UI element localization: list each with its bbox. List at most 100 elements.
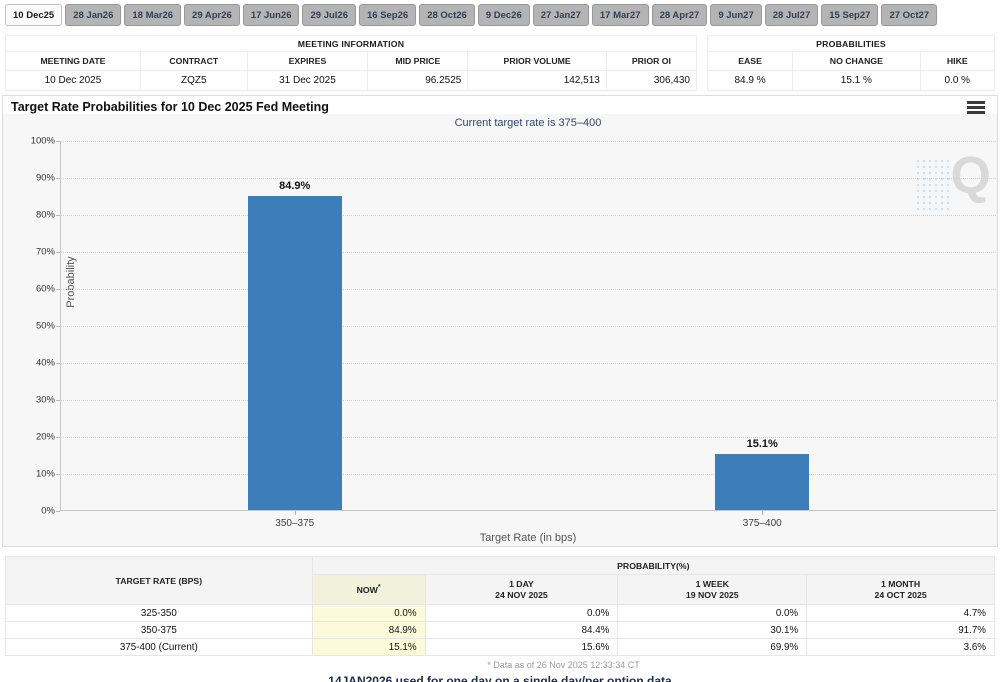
bar-chart-plot-area: Probability 0% 10% 20% 30% 40% 50% 60% 70% 80% 90… [31,136,996,529]
col-header-1-month: 1 MONTH 24 OCT 2025 [806,574,995,605]
meeting-tab-bar: 10 Dec25 28 Jan26 18 Mar26 29 Apr26 17 Jun26… [0,0,1000,26]
y-tick-mark [56,363,60,364]
probability-cell: 0.0% [311,604,426,622]
gridline [61,289,996,290]
gridline [61,326,996,327]
y-tick-mark [56,511,60,512]
tab-18-mar26[interactable]: 18 Mar26 [124,4,182,26]
probability-cell: 0.0% [424,604,619,622]
x-category-label: 375–400 [742,518,782,529]
target-rate-bps-header: TARGET RATE (BPS) [5,556,313,605]
prob-summary-col-header: HIKE [919,51,996,71]
y-tick-mark [56,437,60,438]
y-tick-mark [56,178,60,179]
tab-15-sep27[interactable]: 15 Sep27 [821,4,879,26]
meeting-information-title: MEETING INFORMATION [5,35,697,52]
prob-summary-value: 15.1 % [792,70,921,91]
tab-16-sep26[interactable]: 16 Sep26 [358,4,417,26]
probability-bar[interactable] [715,454,810,510]
quikstrike-dots-decoration [915,158,949,210]
probability-cell: 69.9% [617,638,808,656]
probability-cell: 91.7% [806,621,995,639]
y-axis-title: Probability [65,255,77,308]
tab-29-apr26[interactable]: 29 Apr26 [184,4,240,26]
col-header-1-day: 1 DAY 24 NOV 2025 [424,574,619,605]
bar-value-label: 15.1% [746,438,778,451]
y-tick-label: 50% [35,320,55,332]
bar-value-label: 84.9% [279,179,311,192]
gridline [61,437,996,438]
y-tick-mark [56,400,60,401]
prob-summary-col-header: EASE [706,51,794,71]
top-info-row: MEETING INFORMATION MEETING DATE CONTRACT… [0,35,1000,91]
tab-17-jun26[interactable]: 17 Jun26 [242,4,300,26]
meeting-info-value: 306,430 [605,70,698,91]
tab-27-jan27[interactable]: 27 Jan27 [532,4,589,26]
tab-28-jul27[interactable]: 28 Jul27 [764,4,819,26]
tab-27-oct27[interactable]: 27 Oct27 [881,4,938,26]
probabilities-summary-table: PROBABILITIES EASE NO CHANGE HIKE 84.9 % 15… [706,35,996,91]
meeting-info-value: 96.2525 [367,70,469,91]
y-tick-label: 80% [35,209,55,221]
target-rate-cell: 350-375 [5,621,313,639]
history-row: 375-400 (Current) 15.1% 15.6% 69.9% 3.6% [5,638,995,656]
x-tick-mark [762,511,764,515]
x-category-label: 350–375 [275,518,315,529]
meeting-info-value: 31 Dec 2025 [246,70,369,91]
probability-cell: 84.4% [424,621,619,639]
probability-history-table: TARGET RATE (BPS) PROBABILITY(%) NOW* 1 D… [5,556,996,656]
x-axis-title: Target Rate (in bps) [479,532,577,544]
gridline [61,178,996,179]
chart-menu-icon[interactable] [967,101,985,116]
y-tick-mark [56,289,60,290]
y-tick-label: 10% [35,468,55,480]
meeting-info-col-header: EXPIRES [246,51,369,71]
tab-9-jun27[interactable]: 9 Jun27 [710,4,762,26]
col-header-1-week: 1 WEEK 19 NOV 2025 [617,574,808,605]
tab-29-jul26[interactable]: 29 Jul26 [302,4,356,26]
chart-title-bar: Target Rate Probabilities for 10 Dec 202… [3,96,997,114]
y-tick-label: 70% [35,246,55,258]
quikstrike-watermark: Q [950,147,991,205]
data-as-of-footnote: * Data as of 26 Nov 2025 12:33:34 CT [487,660,640,670]
col-header-now: NOW* [311,574,426,605]
x-tick-mark [294,511,296,515]
tab-28-oct26[interactable]: 28 Oct26 [419,4,475,26]
bottom-clipped-note: 14JAN2026 used for one day on a single d… [328,674,672,682]
y-tick-mark [56,215,60,216]
probability-history-section: TARGET RATE (BPS) PROBABILITY(%) NOW* 1 D… [5,556,996,670]
chart-subtitle: Current target rate is 375–400 [454,117,602,129]
probability-cell: 30.1% [617,621,808,639]
meeting-info-value: 10 Dec 2025 [5,70,141,91]
tab-9-dec26[interactable]: 9 Dec26 [477,4,530,26]
chart-title: Target Rate Probabilities for 10 Dec 202… [11,100,329,114]
meeting-information-table: MEETING INFORMATION MEETING DATE CONTRACT… [5,35,698,91]
prob-summary-value: 0.0 % [919,70,996,91]
y-tick-label: 40% [35,357,55,369]
tab-17-mar27[interactable]: 17 Mar27 [591,4,649,26]
prob-summary-col-header: NO CHANGE [792,51,921,71]
y-tick-mark [56,474,60,475]
probability-cell: 15.6% [424,638,619,656]
history-row: 350-375 84.9% 84.4% 30.1% 91.7% [5,621,995,639]
tab-10-dec25[interactable]: 10 Dec25 [5,4,63,26]
prob-summary-value: 84.9 % [706,70,794,91]
gridline [61,400,996,401]
chart-body: Current target rate is 375–400 Q Probabi… [3,114,997,546]
gridline [61,252,996,253]
meeting-info-col-header: CONTRACT [139,51,248,71]
tab-28-apr27[interactable]: 28 Apr27 [651,4,708,26]
meeting-info-value: ZQZ5 [139,70,248,91]
meeting-info-col-header: PRIOR VOLUME [467,51,607,71]
probabilities-title: PROBABILITIES [707,35,995,52]
history-row: 325-350 0.0% 0.0% 0.0% 4.7% [5,604,995,622]
probability-cell: 4.7% [806,604,995,622]
probability-cell: 15.1% [311,638,426,656]
y-tick-label: 100% [30,135,55,147]
probability-bar[interactable] [247,195,342,510]
y-tick-label: 60% [35,283,55,295]
meeting-info-col-header: PRIOR OI [605,51,698,71]
probability-group-header: PROBABILITY(%) [311,556,996,575]
tab-28-jan26[interactable]: 28 Jan26 [65,4,122,26]
meeting-info-value: 142,513 [467,70,607,91]
